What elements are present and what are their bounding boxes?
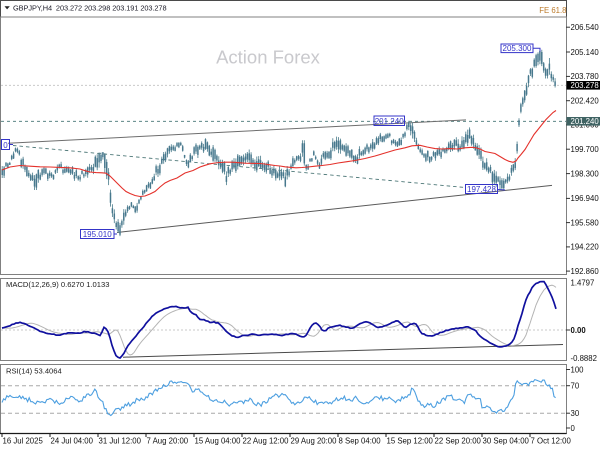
svg-text:0.00: 0.00 [571,326,587,335]
svg-text:15 Aug 04:00: 15 Aug 04:00 [195,437,242,446]
svg-text:FE 61.8: FE 61.8 [539,6,566,15]
svg-text:205.140: 205.140 [571,48,600,57]
svg-text:192.860: 192.860 [571,267,600,276]
svg-text:70: 70 [571,382,580,391]
svg-text:197.428: 197.428 [467,185,496,194]
svg-text:29 Aug 20:00: 29 Aug 20:00 [291,437,338,446]
svg-text:RSI(14) 53.4064: RSI(14) 53.4064 [6,366,62,375]
svg-text:195.580: 195.580 [571,218,600,227]
svg-text:0: 0 [571,424,576,433]
svg-text:199.700: 199.700 [571,145,600,154]
svg-text:202.420: 202.420 [571,97,600,106]
svg-text:22 Sep 20:00: 22 Sep 20:00 [435,437,482,446]
svg-text:1.4797: 1.4797 [571,279,595,288]
svg-text:22 Aug 12:00: 22 Aug 12:00 [243,437,290,446]
svg-text:7 Oct 12:00: 7 Oct 12:00 [531,437,572,446]
svg-text:15 Sep 12:00: 15 Sep 12:00 [387,437,434,446]
svg-text:205.300: 205.300 [503,44,532,53]
svg-text:201.240: 201.240 [571,117,600,126]
svg-text:-0.8882: -0.8882 [571,354,597,363]
svg-text:MACD(12,26,9) 0.6270 1.0133: MACD(12,26,9) 0.6270 1.0133 [6,280,109,289]
svg-text:Action Forex: Action Forex [216,47,321,68]
svg-text:194.220: 194.220 [571,243,600,252]
svg-text:31 Jul 12:00: 31 Jul 12:00 [99,437,142,446]
svg-text:100: 100 [571,365,585,374]
svg-text:195.010: 195.010 [83,230,112,239]
svg-text:30: 30 [571,409,580,418]
svg-text:8 Sep 04:00: 8 Sep 04:00 [339,437,382,446]
svg-text:196.940: 196.940 [571,194,600,203]
svg-text:206.540: 206.540 [571,23,600,32]
svg-text:7 Aug 20:00: 7 Aug 20:00 [147,437,189,446]
svg-text:203.278: 203.278 [571,81,599,90]
svg-text:24 Jul 04:00: 24 Jul 04:00 [51,437,94,446]
svg-text:16 Jul 2025: 16 Jul 2025 [3,437,44,446]
svg-text:0: 0 [3,141,8,150]
svg-text:201.240: 201.240 [375,117,404,126]
svg-text:GBPJPY,H4 203.272 203.298 203: GBPJPY,H4 203.272 203.298 203.191 203.27… [13,3,166,12]
svg-text:30 Sep 04:00: 30 Sep 04:00 [483,437,530,446]
svg-text:198.300: 198.300 [571,169,600,178]
svg-text:203.780: 203.780 [571,72,600,81]
